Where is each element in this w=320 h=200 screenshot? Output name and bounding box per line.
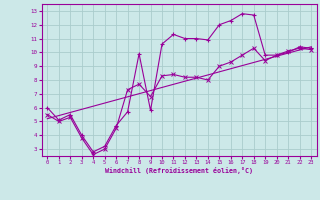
X-axis label: Windchill (Refroidissement éolien,°C): Windchill (Refroidissement éolien,°C)	[105, 167, 253, 174]
